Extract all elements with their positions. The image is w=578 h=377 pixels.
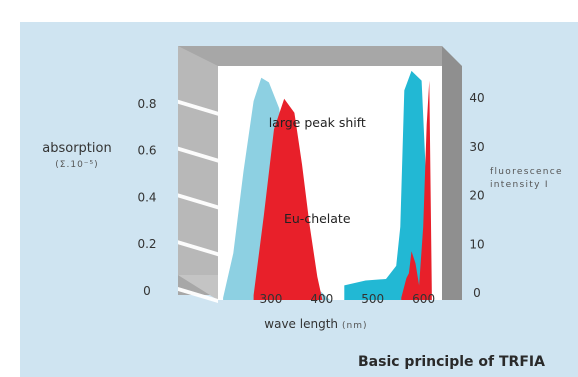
left-tick-bar: [178, 193, 218, 210]
right-axis-label-line1: fluorescence: [490, 167, 563, 177]
x-axis-label: wave length: [264, 317, 338, 331]
right-tick-label: 40: [469, 91, 484, 105]
x-tick-label: 400: [310, 292, 333, 306]
right-wall: [442, 46, 462, 300]
x-axis-unit: (nm): [342, 321, 368, 331]
left-tick-bar: [178, 287, 218, 303]
left-axis-label: absorption: [42, 141, 111, 156]
x-tick-label: 500: [361, 292, 384, 306]
left-tick-bar: [178, 240, 218, 257]
left-tick-label: 0.4: [137, 190, 156, 204]
x-axis: 300 400 500 600: [259, 292, 435, 306]
series-area-3: [401, 80, 432, 300]
annotations: large peak shift Eu-chelate: [269, 115, 366, 226]
left-tick-label: 0.8: [137, 97, 156, 111]
x-tick-label: 600: [412, 292, 435, 306]
left-tick-label: 0.6: [137, 144, 156, 158]
series-area-1: [253, 98, 323, 300]
right-axis: 0 10 20 30 40: [469, 91, 484, 300]
x-tick-label: 300: [259, 292, 282, 306]
chart-title: Basic principle of TRFIA: [358, 354, 545, 370]
right-tick-label: 20: [469, 189, 484, 203]
right-tick-label: 10: [469, 237, 484, 251]
right-axis-label-line2: intensity I: [490, 180, 549, 190]
left-tick-label: 0.2: [137, 237, 156, 251]
left-tick-bar: [178, 99, 218, 116]
series-layer: [223, 70, 432, 301]
left-tick-bar: [178, 146, 218, 163]
left-wall: [178, 46, 218, 300]
series-area-2: [344, 70, 431, 301]
annotation-label: large peak shift: [269, 115, 366, 130]
left-axis: 0 0.2 0.4 0.6 0.8: [137, 97, 218, 303]
annotation-label: Eu-chelate: [284, 211, 351, 226]
right-tick-label: 30: [469, 140, 484, 154]
left-axis-sublabel: (Σ.10⁻⁵): [55, 160, 98, 170]
right-tick-label: 0: [473, 286, 481, 300]
left-tick-label: 0: [143, 284, 151, 298]
